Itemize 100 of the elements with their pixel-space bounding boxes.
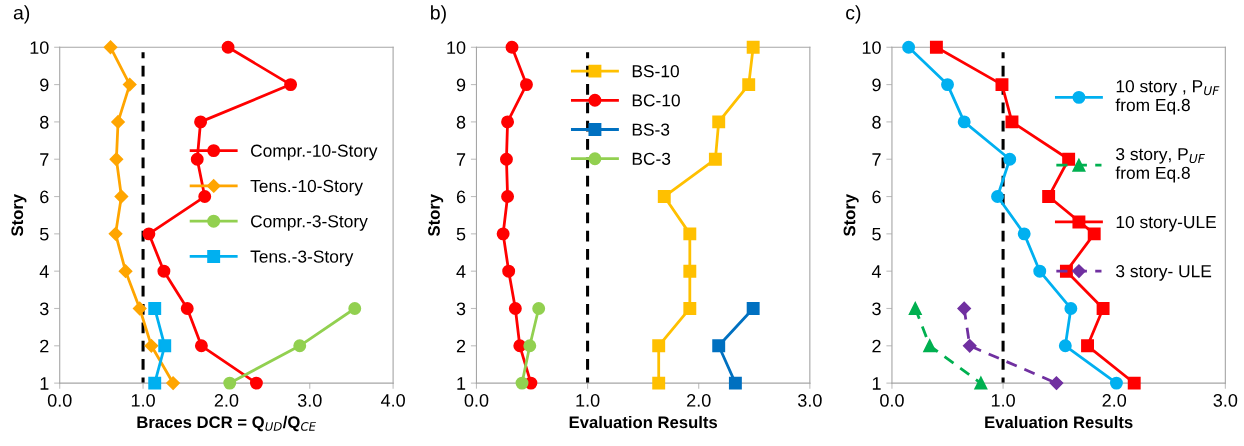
y-tick-label: 9 [456, 78, 466, 92]
x-tick-label: 2.0 [687, 394, 711, 407]
point [652, 339, 666, 353]
point [957, 115, 971, 129]
y-tick-label: 1 [40, 377, 49, 390]
legend-label: Compr.-3-Story [251, 215, 368, 231]
point [728, 376, 742, 390]
y-tick-label: 5 [456, 227, 466, 241]
y-tick-label: 7 [456, 153, 466, 166]
y-tick-label: 1 [872, 377, 881, 390]
x-axis-title: Evaluation Results [569, 415, 718, 429]
point [532, 302, 546, 315]
y-tick-label: 3 [39, 302, 49, 316]
y-tick-label: 5 [39, 227, 49, 241]
point [1081, 339, 1094, 353]
y-tick-label: 6 [40, 190, 49, 204]
y-tick-label: 8 [872, 115, 881, 129]
point [158, 339, 172, 353]
point [1059, 264, 1073, 278]
legend-label: BS-3 [632, 123, 670, 136]
point [683, 227, 697, 241]
point [118, 264, 133, 278]
y-tick-label: 10 [447, 41, 466, 54]
point [962, 339, 977, 353]
point [742, 78, 756, 92]
point [708, 152, 722, 166]
chart-title: c) [846, 5, 861, 24]
x-tick-label: 0.0 [880, 394, 904, 407]
legend-label: Tens.-3-Story [250, 250, 354, 267]
point [148, 376, 162, 390]
y-tick-label: 4 [871, 265, 881, 278]
point [190, 152, 204, 166]
y-tick-label: 7 [872, 153, 881, 166]
y-tick-label: 6 [872, 190, 881, 204]
y-tick-label: 2 [456, 339, 466, 353]
x-tick-label: 3.0 [297, 394, 322, 407]
point [132, 301, 147, 316]
point [683, 264, 697, 278]
x-tick-label: 0.0 [464, 394, 489, 407]
y-tick-label: 9 [40, 78, 49, 92]
x-tick-label: 0.0 [47, 394, 72, 407]
point [991, 190, 1004, 203]
legend-label: BS-10 [632, 65, 679, 78]
point [974, 376, 988, 390]
point [109, 152, 124, 167]
x-tick-label: 2.0 [214, 394, 239, 407]
point [957, 301, 971, 316]
point [111, 115, 125, 129]
y-tick-label: 5 [872, 227, 881, 241]
point [746, 40, 760, 54]
x-tick-label: 3.0 [797, 394, 822, 407]
legend-label: 3 story, P$_{UF}$ from Eq.8 [1115, 147, 1205, 183]
point [501, 115, 515, 129]
point [148, 302, 162, 315]
point [221, 40, 235, 54]
point [652, 376, 666, 390]
y-tick-label: 8 [40, 115, 49, 129]
point [157, 264, 171, 278]
y-tick-label: 6 [456, 190, 466, 204]
point [505, 40, 519, 54]
point [1064, 302, 1078, 315]
y-tick-label: 3 [456, 302, 466, 316]
y-tick-label: 10 [862, 41, 881, 54]
legend-label: 10 story-ULE [1116, 215, 1216, 232]
point [122, 77, 137, 92]
point [1127, 376, 1141, 390]
x-axis-title: Evaluation Results [985, 415, 1133, 429]
x-tick-label: 1.0 [131, 394, 155, 407]
x-tick-label: 4.0 [380, 394, 405, 407]
point [501, 190, 515, 203]
point [929, 40, 943, 54]
point [1017, 227, 1031, 241]
x-axis-title: Braces DCR = Q$_{UD}$/Q$_{CE}$ [137, 415, 317, 432]
x-tick-label: 2.0 [1102, 394, 1127, 407]
y-tick-label: 8 [456, 115, 466, 129]
y-tick-label: 2 [40, 339, 49, 353]
y-tick-label: 1 [457, 377, 466, 390]
chart-title: a) [13, 5, 30, 24]
point [194, 339, 208, 353]
point [1096, 302, 1110, 315]
point [144, 339, 159, 353]
point [1087, 227, 1101, 241]
legend-label: BC-3 [632, 152, 671, 165]
point [180, 302, 194, 315]
point [194, 115, 208, 129]
x-tick-label: 1.0 [576, 394, 600, 407]
y-axis-title: Story [428, 193, 444, 237]
point [902, 40, 916, 54]
point [1109, 376, 1123, 390]
point [496, 227, 510, 241]
legend-label: 10 story , P$_{UF}$ from Eq.8 [1115, 80, 1220, 115]
point [657, 190, 671, 203]
point [1033, 264, 1047, 278]
point [1005, 115, 1019, 129]
point [284, 78, 298, 92]
x-tick-label: 1.0 [991, 394, 1015, 407]
point [249, 376, 263, 390]
point [515, 376, 529, 390]
point [683, 302, 697, 315]
point [103, 40, 118, 55]
